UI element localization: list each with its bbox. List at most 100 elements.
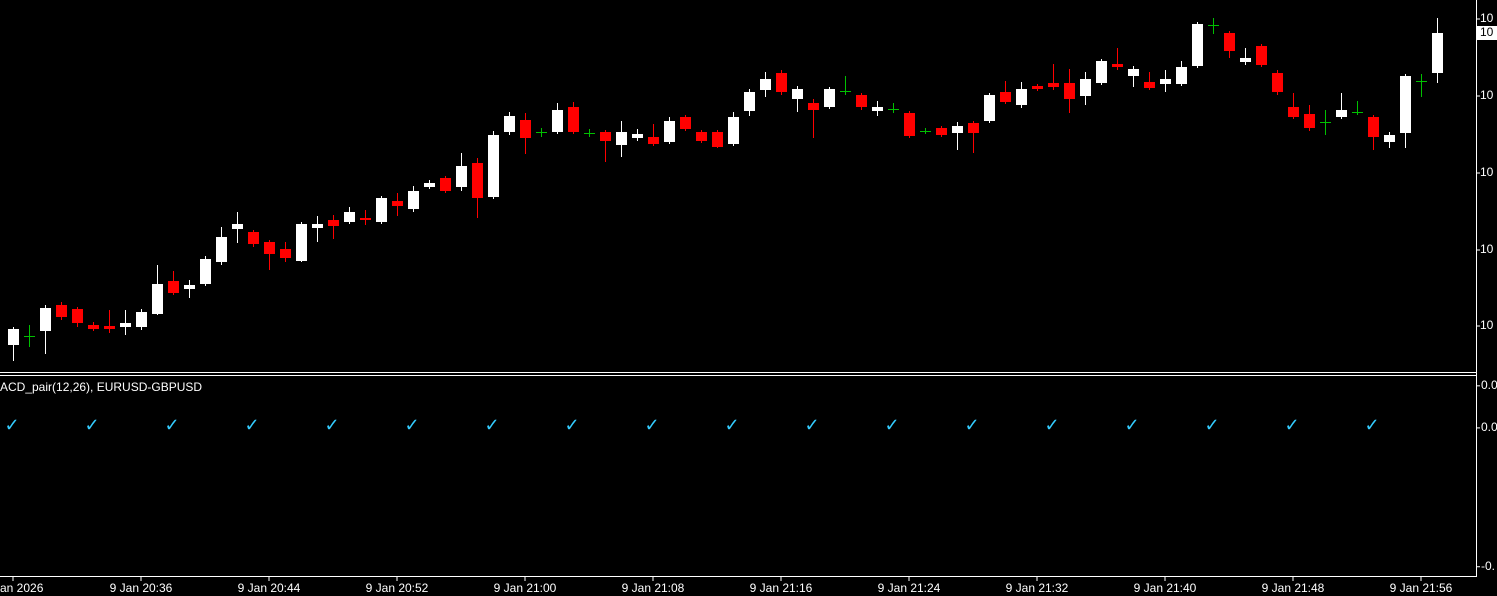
x-tick-label: 9 Jan 21:56 (1390, 581, 1453, 595)
y-tick-label: 10 (1480, 88, 1494, 102)
x-tick-label: 9 Jan 21:32 (1006, 581, 1069, 595)
signal-mark: ✓ (324, 415, 339, 435)
signal-mark: ✓ (804, 415, 819, 435)
candle-body (1112, 64, 1123, 67)
candle-body (1016, 89, 1027, 105)
candle-body (936, 128, 947, 135)
x-tick-label: 9 Jan 20:44 (238, 581, 301, 595)
candle-body (264, 242, 275, 254)
candle-body (1336, 110, 1347, 117)
candle-body (856, 95, 867, 107)
candle-body (472, 163, 483, 198)
candle-body (328, 220, 339, 226)
candle-body (1064, 83, 1075, 99)
candle-body (968, 123, 979, 133)
candle-body (456, 166, 467, 187)
candle-body (104, 326, 115, 329)
candle-body (152, 284, 163, 314)
y-tick-label: 10 (1480, 165, 1494, 179)
candle-body (1272, 73, 1283, 92)
candle-body (1096, 61, 1107, 83)
candle-body (616, 132, 627, 145)
candle-body (360, 218, 371, 220)
y-tick-label: 0.0 (1481, 378, 1497, 392)
x-tick-label: 9 Jan 21:24 (878, 581, 941, 595)
x-tick-label: 9 Jan 21:08 (622, 581, 685, 595)
candle-body (1256, 46, 1267, 65)
signal-mark: ✓ (1364, 415, 1379, 435)
candle-body (1224, 33, 1235, 51)
signal-mark: ✓ (1204, 415, 1219, 435)
candle-body (1432, 33, 1443, 73)
candle-body (680, 117, 691, 129)
candle-body (1176, 67, 1187, 84)
candle-body (760, 79, 771, 90)
signal-mark: ✓ (84, 415, 99, 435)
signal-mark: ✓ (244, 415, 259, 435)
candle-body (392, 201, 403, 206)
x-tick-label: 9 Jan 21:00 (494, 581, 557, 595)
candle-body (776, 73, 787, 92)
candle-body (280, 249, 291, 258)
candle-body (1080, 79, 1091, 96)
candle-body (712, 132, 723, 147)
y-tick-label: 10 (1480, 11, 1494, 25)
x-tick-label: 9 Jan 21:40 (1134, 581, 1197, 595)
candle-body (56, 305, 67, 317)
candle-body (1288, 107, 1299, 117)
y-tick-label: 0.0 (1481, 420, 1497, 434)
candle-body (344, 212, 355, 222)
signal-mark: ✓ (484, 415, 499, 435)
candle-body (168, 281, 179, 293)
signal-mark: ✓ (644, 415, 659, 435)
candle-body (232, 224, 243, 229)
candle-body (520, 120, 531, 138)
candle-body (568, 107, 579, 132)
current-price-box (1477, 26, 1497, 40)
x-tick-label: 9 Jan 21:16 (750, 581, 813, 595)
candle-body (984, 95, 995, 121)
candle-body (120, 323, 131, 327)
signal-mark: ✓ (1124, 415, 1139, 435)
signal-mark: ✓ (164, 415, 179, 435)
candle-body (424, 183, 435, 187)
candle-body (664, 121, 675, 142)
x-tick-label: 9 Jan 21:48 (1262, 581, 1325, 595)
candle-body (1048, 83, 1059, 87)
candle-body (792, 89, 803, 99)
candle-body (72, 309, 83, 323)
candle-body (312, 224, 323, 228)
candle-body (728, 117, 739, 144)
signal-mark: ✓ (724, 415, 739, 435)
signal-mark: ✓ (964, 415, 979, 435)
candle-body (1304, 114, 1315, 128)
y-tick-label: 10 (1480, 242, 1494, 256)
candle-body (696, 132, 707, 141)
candle-body (808, 103, 819, 110)
signal-mark: ✓ (884, 415, 899, 435)
signal-mark: ✓ (404, 415, 419, 435)
signal-mark: ✓ (1284, 415, 1299, 435)
x-tick-label: 9 Jan 20:52 (366, 581, 429, 595)
x-tick-label: an 2026 (0, 581, 44, 595)
y-tick-label: 10 (1480, 318, 1494, 332)
candle-body (824, 89, 835, 107)
candle-body (1192, 24, 1203, 66)
candle-body (200, 259, 211, 284)
candle-body (40, 308, 51, 331)
candle-body (488, 135, 499, 197)
candle-body (1128, 69, 1139, 76)
indicator-title: ACD_pair(12,26), EURUSD-GBPUSD (0, 380, 202, 394)
candle-body (248, 232, 259, 244)
signal-mark: ✓ (564, 415, 579, 435)
x-tick-label: 9 Jan 20:36 (110, 581, 173, 595)
candle-body (376, 198, 387, 222)
candle-body (184, 285, 195, 289)
candle-body (440, 178, 451, 191)
candle-body (8, 329, 19, 345)
candle-body (1400, 76, 1411, 133)
current-price-label: 10 (1480, 25, 1494, 39)
candle-body (1384, 135, 1395, 142)
